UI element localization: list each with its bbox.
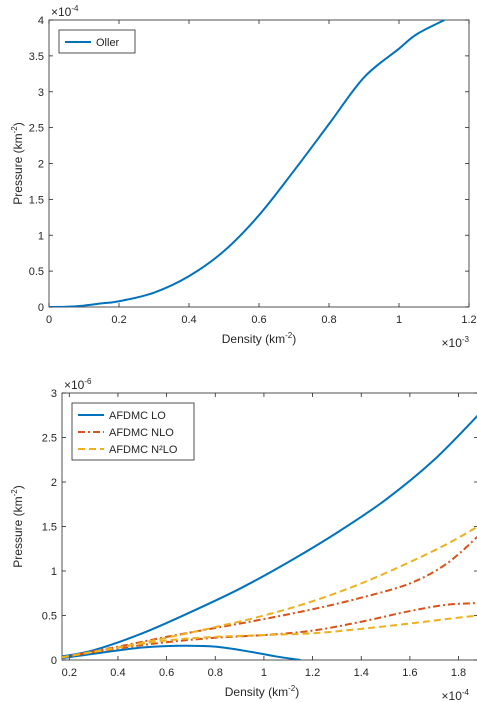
- x-tick-label: 1.4: [354, 667, 369, 679]
- y-scale-multiplier-main: ×10: [64, 378, 85, 392]
- legend-label: AFDMC LO: [109, 410, 166, 422]
- y-tick-label: 3.5: [29, 51, 44, 63]
- x-axis-label: Density (km-2): [225, 684, 299, 699]
- x-scale-multiplier-sup: -3: [462, 335, 470, 344]
- series-line-3-branch-2: [62, 614, 477, 659]
- y-scale-multiplier-sup: -6: [84, 377, 92, 386]
- x-tick-label: 0.2: [111, 314, 126, 326]
- y-scale-multiplier-sup: -4: [71, 4, 79, 13]
- y-tick-label: 0.5: [42, 611, 57, 623]
- y-tick-label: 2: [51, 477, 57, 489]
- y-axis-label: Pressure (km-2): [10, 485, 25, 567]
- y-axis-label-main: Pressure (km: [11, 133, 25, 204]
- y-tick-label: 1.5: [42, 522, 57, 534]
- x-tick-label: 0.4: [110, 667, 125, 679]
- series-line-2-branch-1: [62, 535, 477, 659]
- series-line-1-branch-2: [62, 644, 301, 660]
- x-tick-label: 0.6: [251, 314, 266, 326]
- series-line-3-branch-1: [62, 525, 477, 659]
- x-scale-multiplier-sup: -4: [462, 688, 470, 697]
- x-scale-multiplier-main: ×10: [442, 336, 463, 350]
- x-axis-label-end: ): [295, 685, 299, 699]
- legend: Oller: [58, 29, 136, 54]
- y-axis-label-end: ): [11, 122, 25, 126]
- y-tick-label: 3: [51, 388, 57, 400]
- y-tick-label: 0.5: [29, 266, 44, 278]
- x-axis-label-sup: -2: [285, 331, 293, 340]
- y-axis-label-main: Pressure (km: [11, 496, 25, 567]
- x-tick-label: 1.2: [461, 314, 476, 326]
- legend: AFDMC LO AFDMC NLO AFDMC N²LO: [71, 402, 195, 461]
- plot-frame: [48, 19, 470, 308]
- x-axis-label-main: Density (km: [225, 685, 288, 699]
- x-tick-label: 0.8: [321, 314, 336, 326]
- y-tick-label: 1: [38, 230, 44, 242]
- legend-box: [71, 402, 195, 461]
- y-scale-multiplier: ×10-6: [64, 377, 92, 392]
- series-line-2-branch-2: [62, 602, 477, 659]
- y-tick-label: 0: [51, 655, 57, 667]
- x-tick-label: 0.8: [208, 667, 223, 679]
- x-tick-label: 1: [261, 667, 267, 679]
- y-axis-label-sup: -2: [10, 489, 19, 497]
- x-scale-multiplier: ×10-3: [442, 335, 470, 350]
- x-tick-label: 1.6: [402, 667, 417, 679]
- y-axis-label-end: ): [11, 485, 25, 489]
- y-tick-label: 2: [38, 159, 44, 171]
- y-tick-label: 2.5: [29, 123, 44, 135]
- x-axis-label-end: ): [292, 332, 296, 346]
- legend-label: Oller: [96, 37, 120, 49]
- y-axis-label: Pressure (km-2): [10, 122, 25, 204]
- x-scale-multiplier: ×10-4: [442, 688, 470, 702]
- chart-2: 0.2 0.4 0.6 0.8 1 1.2 1.4 1.6 1.8 0 0.5 1 1.5 2 2.5 3 ×1…: [10, 377, 477, 702]
- y-tick-label: 1.5: [29, 194, 44, 206]
- y-scale-multiplier-main: ×10: [51, 5, 72, 19]
- y-scale-multiplier: ×10-4: [51, 4, 79, 19]
- x-tick-label: 0.6: [159, 667, 174, 679]
- x-axis-label-main: Density (km: [222, 332, 285, 346]
- y-tick-label: 0: [38, 302, 44, 314]
- series-group: [62, 414, 477, 660]
- series-group: [49, 20, 445, 307]
- legend-label: AFDMC NLO: [109, 427, 174, 439]
- legend-label: AFDMC N²LO: [109, 444, 178, 456]
- x-axis-label: Density (km-2): [222, 331, 296, 346]
- legend-box: [58, 29, 136, 54]
- series-line-1-branch-1: [49, 20, 445, 307]
- y-tick-label: 4: [38, 15, 44, 27]
- x-tick-label: 0.2: [62, 667, 77, 679]
- y-axis-label-sup: -2: [10, 126, 19, 134]
- x-tick-label: 0: [46, 314, 52, 326]
- x-tick-label: 1: [396, 314, 402, 326]
- x-scale-multiplier-main: ×10: [442, 689, 463, 702]
- y-tick-label: 3: [38, 87, 44, 99]
- x-tick-label: 1.2: [305, 667, 320, 679]
- chart-1: 0 0.2 0.4 0.6 0.8 1 1.200.511.522.533.54×10-4×…: [10, 4, 477, 350]
- x-tick-label: 1.8: [451, 667, 466, 679]
- x-axis-label-sup: -2: [288, 684, 296, 693]
- series-line-1-branch-1: [62, 414, 477, 658]
- y-tick-label: 1: [51, 566, 57, 578]
- y-tick-label: 2.5: [42, 433, 57, 445]
- x-tick-label: 0.4: [181, 314, 196, 326]
